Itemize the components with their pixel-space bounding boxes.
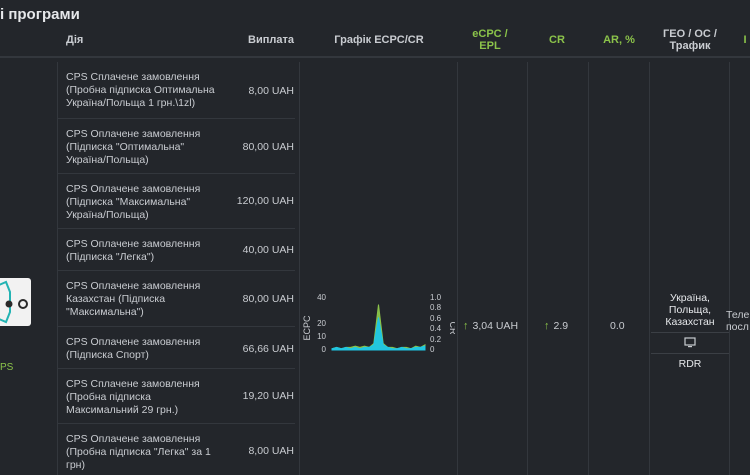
action-description: CPS Оплачене замовлення (Пробна підписка…: [66, 433, 211, 471]
trend-up-icon: ↑: [463, 320, 469, 332]
chart-svg: ECPC CR 40 20 10 0 1.0 0.8 0.6 0.4 0.2 0: [302, 293, 458, 354]
action-payout: 19,20 UAH: [242, 390, 294, 402]
column-divider: [527, 62, 528, 475]
chart-y2label: CR: [448, 322, 455, 335]
action-payout: 40,00 UAH: [242, 244, 294, 256]
chart-y2tick: 1.0: [430, 293, 442, 302]
table-row: CPS Оплачене замовлення (Підписка "Оптим…: [58, 119, 295, 174]
chart-y2tick: 0: [430, 345, 435, 354]
cr-value: ↑ 2.9: [544, 320, 568, 332]
action-description: CPS Оплачене замовлення (Підписка "Легка…: [66, 238, 201, 263]
trend-up-icon: ↑: [544, 320, 550, 332]
action-payout: 80,00 UAH: [242, 293, 294, 305]
header-chart: Графік ECPC/CR: [334, 34, 424, 46]
table-header: Дія Виплата Графік ECPC/CR eCPC / EPL CR…: [0, 24, 750, 58]
action-payout: 80,00 UAH: [242, 141, 294, 153]
chart-y2tick: 0.8: [430, 303, 442, 312]
column-divider: [457, 62, 458, 475]
offer-logo-caption: PS: [0, 362, 14, 373]
action-payout: 8,00 UAH: [248, 85, 294, 97]
header-ecpc-line2: EPL: [479, 40, 501, 52]
header-geo: ГЕО / ОС / Трафик: [655, 24, 725, 56]
action-description: CPS Оплачене замовлення Казахстан (Підпи…: [66, 280, 201, 318]
table-row: CPS Оплачене замовлення (Підписка "Макси…: [58, 174, 295, 229]
geo-divider: [651, 353, 729, 354]
action-description: CPS Оплачене замовлення (Підписка Спорт): [66, 336, 201, 361]
header-ecpc[interactable]: eCPC / EPL: [458, 24, 522, 56]
ar-value: 0.0: [610, 320, 625, 332]
ar-value-text: 0.0: [610, 320, 625, 332]
chart-ylabel: ECPC: [302, 315, 312, 341]
table-row: CPS Оплачене замовлення (Підписка Спорт)…: [58, 327, 295, 369]
desktop-icon: [651, 337, 729, 349]
table-row: CPS Оплачене замовлення Казахстан (Підпи…: [58, 271, 295, 327]
chart-ytick: 40: [317, 293, 326, 302]
action-description: CPS Сплачене замовлення (Пробна підписка…: [66, 378, 200, 416]
column-divider: [57, 62, 58, 475]
ecpc-value: ↑ 3,04 UAH: [463, 320, 518, 332]
header-payout[interactable]: Виплата: [248, 34, 294, 46]
chart-ytick: 20: [317, 319, 326, 328]
header-cr[interactable]: CR: [549, 34, 565, 46]
cr-value-text: 2.9: [553, 320, 569, 332]
chart-y2tick: 0.6: [430, 314, 442, 323]
action-payout: 120,00 UAH: [236, 195, 294, 207]
chart-y2tick: 0.2: [430, 335, 442, 344]
column-divider: [729, 62, 730, 475]
chart-ytick: 0: [322, 345, 327, 354]
table-body: PS CPS Сплачене замовлення (Пробна підпи…: [0, 62, 750, 475]
ecpc-value-text: 3,04 UAH: [472, 320, 519, 332]
action-payout: 66,66 UAH: [242, 343, 294, 355]
table-row: CPS Сплачене замовлення (Пробна підписка…: [58, 62, 295, 119]
offer-logo[interactable]: [0, 278, 31, 326]
ecpc-cr-chart[interactable]: ECPC CR 40 20 10 0 1.0 0.8 0.6 0.4 0.2 0: [300, 288, 458, 368]
chart-series-1: [331, 317, 426, 351]
table-row: CPS Сплачене замовлення (Пробна підписка…: [58, 369, 295, 424]
logo-mark-icon: [0, 280, 28, 324]
header-geo-line1: ГЕО / ОС /: [663, 28, 717, 40]
chart-ytick: 10: [317, 332, 326, 341]
traffic-type: RDR: [678, 358, 702, 370]
column-divider: [299, 62, 300, 475]
page-title: і програми: [0, 6, 80, 23]
geo-countries: Україна, Польща, Казахстан: [665, 292, 715, 328]
chart-y2tick: 0.4: [430, 324, 442, 333]
header-ar[interactable]: AR, %: [603, 34, 635, 46]
header-ecpc-line1: eCPC /: [472, 28, 508, 40]
header-action[interactable]: Дія: [66, 34, 84, 46]
table-row: CPS Оплачене замовлення (Підписка "Легка…: [58, 229, 295, 271]
column-divider: [649, 62, 650, 475]
column-divider: [588, 62, 589, 475]
action-description: CPS Оплачене замовлення (Підписка "Макси…: [66, 183, 201, 221]
geo-cell: Україна, Польща, Казахстан RDR: [651, 292, 729, 370]
traffic-line2: посл: [726, 321, 749, 333]
action-description: CPS Оплачене замовлення (Підписка "Оптим…: [66, 128, 201, 166]
action-description: CPS Сплачене замовлення (Пробна підписка…: [66, 71, 215, 109]
traffic-cell: Теле посл: [726, 309, 749, 333]
traffic-line1: Теле: [726, 309, 750, 321]
action-payout: 8,00 UAH: [248, 445, 294, 457]
table-row: CPS Оплачене замовлення (Пробна підписка…: [58, 424, 295, 475]
geo-divider: [651, 332, 729, 333]
header-geo-line2: Трафик: [669, 40, 711, 52]
header-extra: І: [743, 34, 747, 46]
